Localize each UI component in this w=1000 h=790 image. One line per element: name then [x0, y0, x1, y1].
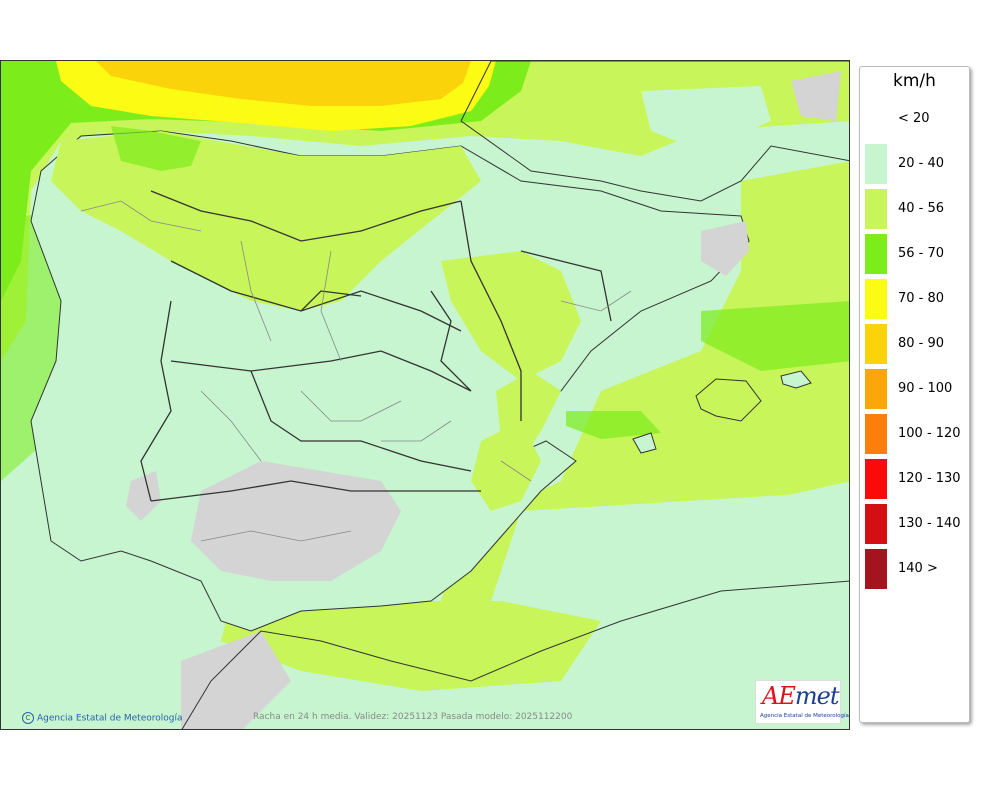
legend-label: 56 - 70 — [898, 246, 945, 261]
land-band-40-56-ebro — [441, 251, 581, 381]
legend-swatch — [865, 459, 887, 499]
legend-item: 80 - 90 — [860, 324, 969, 364]
legend: km/h < 20 20 - 40 40 - 56 56 - 70 70 - 80 80 … — [859, 66, 970, 723]
copyright-icon: C — [22, 712, 34, 724]
legend-item: 40 - 56 — [860, 189, 969, 229]
legend-label: 70 - 80 — [898, 291, 945, 306]
aemet-logo-subtext: Agencia Estatal de Meteorología — [760, 713, 849, 719]
legend-item: 120 - 130 — [860, 459, 969, 499]
legend-item: 130 - 140 — [860, 504, 969, 544]
legend-item: 20 - 40 — [860, 144, 969, 184]
relief-pyrenees — [701, 221, 749, 276]
legend-label: 130 - 140 — [898, 516, 961, 531]
legend-item: < 20 — [860, 99, 969, 139]
france-coast — [460, 61, 849, 202]
africa-coast — [181, 580, 849, 729]
legend-item: 56 - 70 — [860, 234, 969, 274]
legend-item: 140 > — [860, 549, 969, 589]
wind-band-56-70-med — [701, 301, 849, 371]
map-caption: Racha en 24 h media. Validez: 20251123 P… — [253, 712, 573, 722]
relief-cerdena — [791, 71, 841, 121]
legend-unit: km/h — [893, 71, 936, 91]
legend-item: 70 - 80 — [860, 279, 969, 319]
legend-swatch — [865, 144, 887, 184]
legend-swatch — [865, 324, 887, 364]
legend-item: 100 - 120 — [860, 414, 969, 454]
ibiza — [632, 432, 657, 454]
legend-swatch — [865, 414, 887, 454]
legend-item: 90 - 100 — [860, 369, 969, 409]
legend-label: 80 - 90 — [898, 336, 945, 351]
legend-label: 100 - 120 — [898, 426, 961, 441]
wind-band-40-56-north — [1, 61, 849, 361]
land-band-40-56-cantabria — [51, 131, 481, 311]
legend-swatch — [865, 369, 887, 409]
menorca — [780, 370, 812, 389]
wind-band-alboran — [221, 601, 601, 691]
legend-label: 20 - 40 — [898, 156, 945, 171]
wind-band-56-70-med-2 — [566, 411, 661, 439]
legend-swatch — [865, 189, 887, 229]
legend-label: 140 > — [898, 561, 938, 576]
copyright-text: Agencia Estatal de Meteorología — [37, 713, 183, 724]
aemet-logo-brand: AEmet — [762, 682, 839, 710]
province-borders — [80, 200, 632, 542]
legend-label: 120 - 130 — [898, 471, 961, 486]
legend-label: < 20 — [898, 111, 930, 126]
legend-swatch — [865, 549, 887, 589]
legend-swatch — [865, 279, 887, 319]
land-band-40-56-valencia — [471, 421, 541, 511]
aemet-logo: AEmet Agencia Estatal de Meteorología — [755, 680, 849, 724]
relief-western — [126, 471, 161, 521]
regional-borders — [140, 190, 612, 502]
legend-label: 90 - 100 — [898, 381, 953, 396]
legend-label: 40 - 56 — [898, 201, 945, 216]
land-band-56-70-galicia — [111, 126, 201, 171]
mallorca — [695, 378, 762, 422]
legend-swatch — [865, 504, 887, 544]
wind-band-80-90 — [96, 61, 471, 106]
copyright-notice: C Agencia Estatal de Meteorología — [22, 712, 183, 724]
sea-area-ne-low — [641, 86, 771, 151]
relief-africa — [181, 631, 291, 729]
legend-swatch — [865, 234, 887, 274]
wind-gust-map — [0, 60, 850, 730]
map-canvas — [1, 61, 849, 729]
